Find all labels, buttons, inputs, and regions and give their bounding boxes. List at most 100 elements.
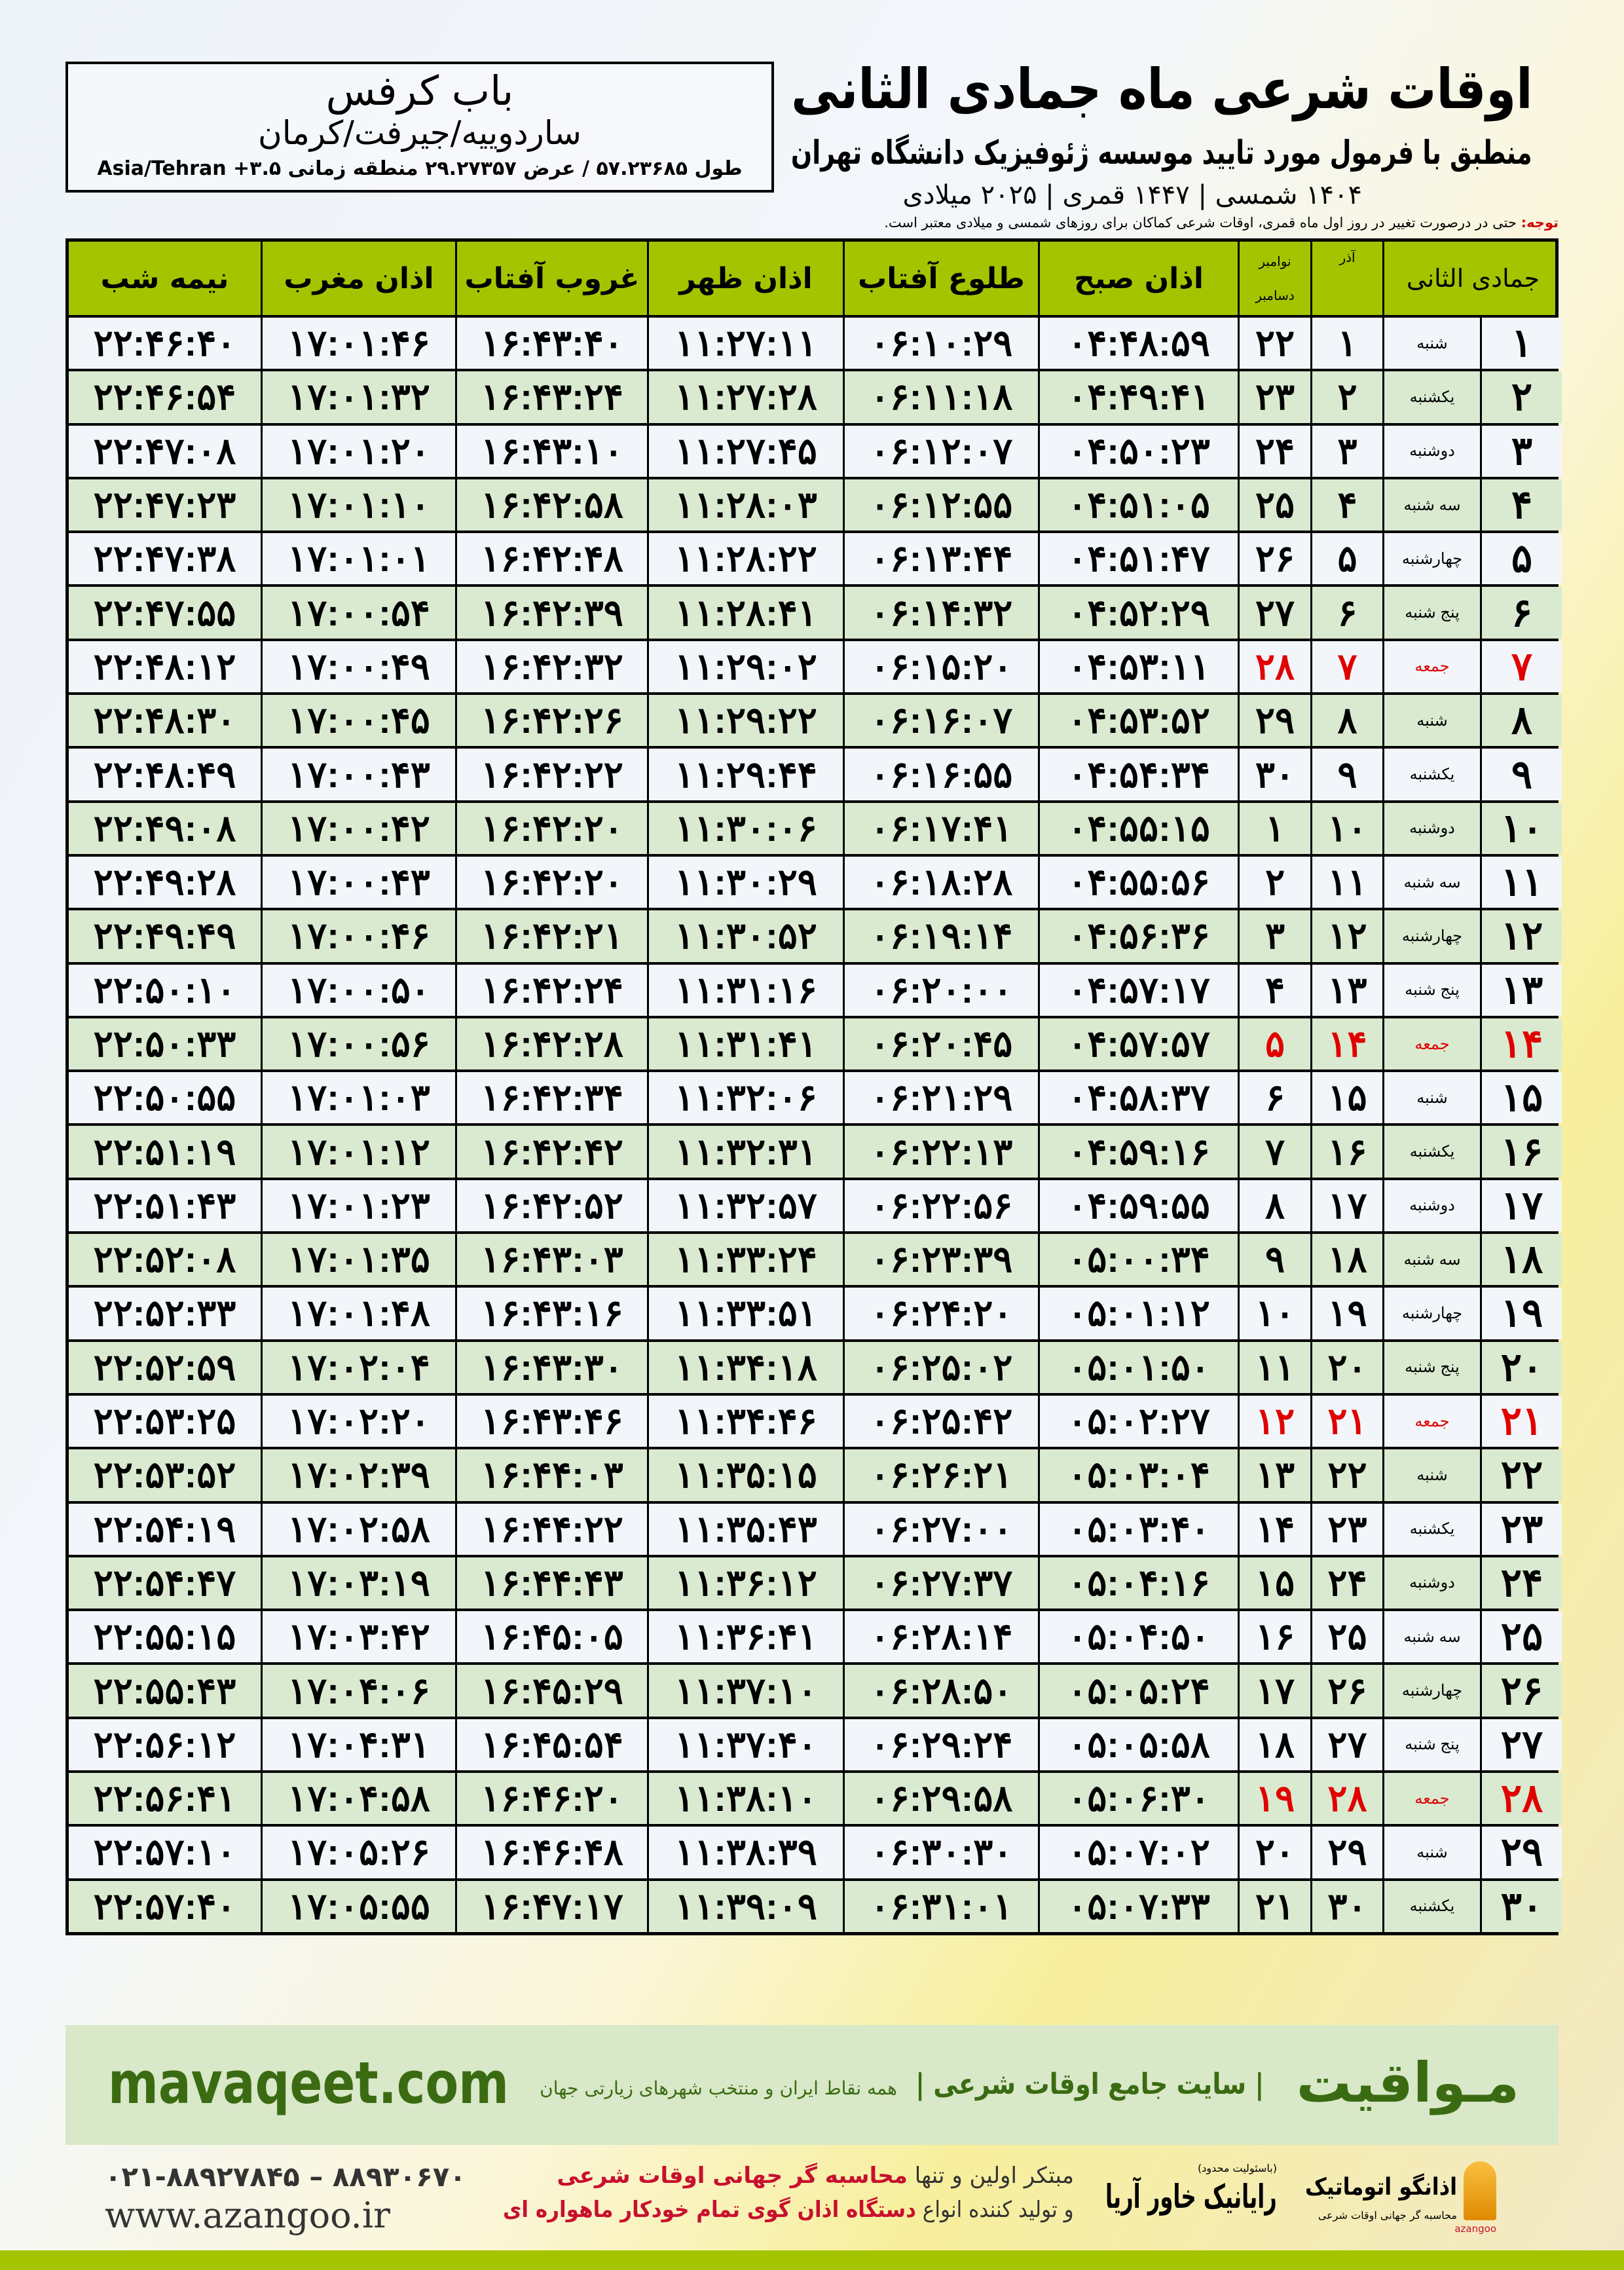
text-run: ۱۶:۴۷:۱۷ [481,1885,623,1927]
cell-sunrise: ۰۶:۲۶:۲۱ [843,1449,1038,1501]
cell-maghrib: ۱۷:۰۱:۰۱ [261,533,455,585]
text-run: ۱۶:۴۵:۵۴ [481,1723,623,1765]
col-gregorian-bottom: دسامبر [1255,288,1295,303]
col-sunset: غروب آفتاب [455,242,647,315]
text-run: ۱۱:۲۹:۰۲ [674,645,817,687]
text-run: پنج شنبه [1405,1358,1460,1377]
cell-maghrib: ۱۷:۰۱:۲۰ [261,425,455,477]
text-run: ۱۷:۰۳:۱۹ [287,1561,430,1603]
text-run: ۱۱:۳۸:۱۰ [674,1777,817,1819]
text-run: ۱۶:۴۲:۴۸ [481,538,623,580]
cell-fajr: ۰۵:۰۴:۱۶ [1038,1557,1238,1609]
cell-dhuhr: ۱۱:۳۶:۱۲ [647,1557,843,1609]
cell-azar: ۱۶ [1310,1126,1382,1178]
cell-dhuhr: ۱۱:۳۴:۱۸ [647,1341,843,1393]
cell-greg: ۲۹ [1238,695,1310,747]
text-run: ۱۷:۰۰:۴۲ [287,807,430,849]
text-run: ۱۱ [1327,861,1367,903]
cell-fajr: ۰۴:۵۵:۱۵ [1038,802,1238,854]
text-run: ۱۱:۳۸:۳۹ [674,1831,817,1873]
cell-azar: ۲۰ [1310,1341,1382,1393]
azangoo-en: azangoo [1454,2223,1496,2235]
azangoo-url[interactable]: www.azangoo.ir [105,2195,471,2236]
text-run: جمعه [1414,1789,1450,1808]
text-run: ۱۴۰۴ شمسی | ۱۴۴۷ قمری | ۲۰۲۵ میلادی [902,180,1362,210]
cell-greg: ۵ [1238,1018,1310,1070]
text-run: ۱۱:۳۹:۰۹ [674,1885,817,1927]
table-row: ۲۲:۴۷:۰۸ ۱۷:۰۱:۲۰ ۱۶:۴۳:۱۰ ۱۱:۲۷:۴۵ ۰۶:۱۲:۰۷… [69,422,1562,477]
cell-weekday: جمعه [1382,1773,1480,1825]
text-run: ۱۱:۳۵:۱۵ [674,1454,817,1496]
cell-azar: ۷ [1310,641,1382,693]
cell-weekday: شنبه [1382,318,1480,369]
text-run: ۰۶:۲۷:۰۰ [870,1508,1013,1550]
text-run: ۰۶:۱۲:۰۷ [870,430,1013,472]
promo-line2-row: و تولید کننده انواع دستگاه اذان گوی تمام… [498,2193,1074,2227]
text-run: ۱۶ [1255,1616,1295,1658]
table-row: ۲۲:۵۰:۱۰ ۱۷:۰۰:۵۰ ۱۶:۴۲:۲۴ ۱۱:۳۱:۱۶ ۰۶:۲۰:۰۰… [69,961,1562,1016]
text-run: ۱۱:۳۰:۲۹ [674,861,817,903]
text-run: ۱۱:۳۴:۱۸ [674,1346,817,1388]
cell-dhuhr: ۱۱:۲۷:۴۵ [647,425,843,477]
text-run: شنبه [1416,1466,1448,1484]
text-run: ۲۲:۵۲:۵۹ [93,1346,236,1388]
cell-weekday: جمعه [1382,1395,1480,1447]
text-run: ۰۵:۰۵:۵۸ [1067,1723,1210,1765]
cell-azar: ۵ [1310,533,1382,585]
text-run: ۱۱:۳۲:۳۱ [674,1130,817,1172]
table-row: ۲۲:۴۷:۳۸ ۱۷:۰۱:۰۱ ۱۶:۴۲:۴۸ ۱۱:۲۸:۲۲ ۰۶:۱۳:۴۴… [69,530,1562,585]
text-run: ۶ [1337,591,1357,633]
cell-dhuhr: ۱۱:۳۲:۵۷ [647,1180,843,1232]
text-run: ۱۱:۲۸:۰۳ [674,484,817,526]
cell-sunset: ۱۶:۴۶:۴۸ [455,1827,647,1878]
text-run: ۱۱:۳۶:۱۲ [674,1561,817,1603]
text-run: ۱۹ [1255,1777,1295,1819]
cell-sunrise: ۰۶:۲۸:۱۴ [843,1611,1038,1663]
cell-dhuhr: ۱۱:۲۸:۴۱ [647,587,843,639]
location-city: ساردوییه/جیرفت/کرمان [68,114,771,152]
cell-sunset: ۱۶:۴۲:۲۰ [455,856,647,908]
promo-line2: و تولید کننده انواع [916,2197,1074,2223]
text-run: ۲۲:۵۰:۱۰ [93,969,236,1011]
cell-hijri: ۵ [1480,533,1562,585]
text-run: ۱۲ [1327,915,1367,957]
cell-fajr: ۰۴:۵۳:۵۲ [1038,695,1238,747]
cell-maghrib: ۱۷:۰۱:۰۳ [261,1072,455,1124]
cell-fajr: ۰۵:۰۲:۲۷ [1038,1395,1238,1447]
text-run: ۰۵:۰۵:۲۴ [1067,1669,1210,1711]
text-run: ۰۴:۵۹:۱۶ [1067,1130,1210,1172]
promo-line2-highlight: دستگاه اذان گوی تمام خودکار ماهواره ای [503,2197,917,2223]
text-run: ۲۸ [1255,645,1295,687]
cell-sunset: ۱۶:۴۵:۲۹ [455,1665,647,1717]
text-run: یکشنبه [1409,1143,1455,1161]
text-run: ۰۶:۱۹:۱۴ [870,915,1013,957]
table-row: ۲۲:۴۸:۴۹ ۱۷:۰۰:۴۳ ۱۶:۴۲:۲۲ ۱۱:۲۹:۴۴ ۰۶:۱۶:۵۵… [69,746,1562,800]
text-run: ۱۶:۴۵:۰۵ [481,1616,623,1658]
text-run: ۲۱ [1255,1885,1295,1927]
text-run: ۰۶:۱۶:۵۵ [870,753,1013,795]
cell-fajr: ۰۵:۰۷:۳۳ [1038,1880,1238,1932]
text-run: ۰۶:۲۰:۰۰ [870,969,1013,1011]
cell-azar: ۳۰ [1310,1880,1382,1932]
text-run: طول ۵۷.۲۳۶۸۵ / عرض ۲۹.۲۷۳۵۷ منطقه زمانی … [97,157,743,180]
cell-midnight: ۲۲:۵۱:۱۹ [69,1126,261,1178]
cell-dhuhr: ۱۱:۲۹:۰۲ [647,641,843,693]
cell-greg: ۲ [1238,856,1310,908]
text-run: ۳۰ [1500,1884,1543,1928]
cell-sunrise: ۰۶:۲۰:۴۵ [843,1018,1038,1070]
mavaqeet-url[interactable]: mavaqeet.com [108,2050,514,2116]
cell-greg: ۲۸ [1238,641,1310,693]
cell-greg: ۲۳ [1238,371,1310,423]
text-run: ۱۷:۰۱:۴۶ [287,322,430,364]
text-run: ۱۱ [1255,1346,1295,1388]
table-row: ۲۲:۵۳:۵۲ ۱۷:۰۲:۳۹ ۱۶:۴۴:۰۳ ۱۱:۳۵:۱۵ ۰۶:۲۶:۲۱… [69,1447,1562,1501]
text-run: ۱۷:۰۲:۵۸ [287,1508,430,1550]
cell-greg: ۲۵ [1238,479,1310,531]
text-run: اوقات شرعی ماه جمادی الثانی [790,57,1532,121]
text-run: (باسئولیت محدود) [1198,2162,1277,2174]
cell-maghrib: ۱۷:۰۱:۴۶ [261,318,455,369]
cell-fajr: ۰۵:۰۵:۲۴ [1038,1665,1238,1717]
text-run: ۰۵:۰۶:۳۰ [1067,1777,1210,1819]
note: توجه: حتی در درصورت تغییر در روز اول ماه… [65,213,1559,233]
cell-azar: ۲۱ [1310,1395,1382,1447]
